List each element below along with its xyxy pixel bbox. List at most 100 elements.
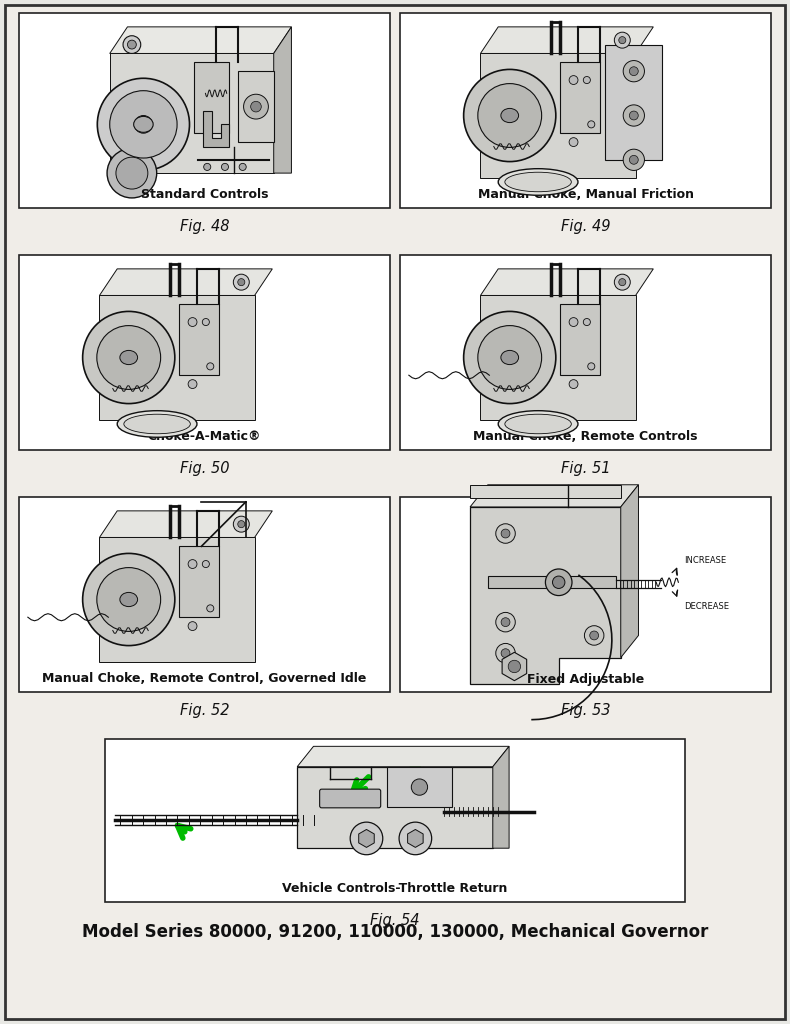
FancyBboxPatch shape	[320, 790, 381, 808]
Polygon shape	[110, 27, 292, 53]
Circle shape	[110, 91, 177, 158]
Bar	[400, 497, 771, 692]
Ellipse shape	[117, 411, 197, 437]
Circle shape	[97, 567, 160, 632]
Bar	[179, 547, 219, 617]
Circle shape	[464, 70, 556, 162]
Text: Fig. 53: Fig. 53	[561, 702, 610, 718]
Bar	[194, 62, 229, 133]
Bar	[19, 255, 390, 450]
Circle shape	[589, 631, 599, 640]
Text: INCREASE: INCREASE	[685, 556, 727, 564]
Ellipse shape	[498, 411, 578, 437]
Circle shape	[350, 822, 383, 855]
Bar	[400, 13, 771, 208]
Polygon shape	[297, 746, 509, 767]
Circle shape	[569, 76, 578, 84]
Text: FUEL: FUEL	[147, 421, 171, 430]
Text: Manual Choke, Manual Friction: Manual Choke, Manual Friction	[477, 188, 694, 202]
Circle shape	[188, 559, 197, 568]
Circle shape	[202, 560, 209, 567]
Circle shape	[238, 279, 245, 286]
Polygon shape	[493, 746, 509, 848]
Text: Fig. 48: Fig. 48	[180, 218, 229, 233]
Circle shape	[623, 60, 645, 82]
Circle shape	[545, 569, 572, 596]
Bar	[19, 497, 390, 692]
Text: FUEL: FUEL	[528, 179, 551, 188]
Ellipse shape	[501, 350, 518, 365]
Polygon shape	[502, 652, 527, 681]
Circle shape	[615, 32, 630, 48]
FancyBboxPatch shape	[100, 296, 254, 420]
Text: Model Series 80000, 91200, 110000, 130000, Mechanical Governor: Model Series 80000, 91200, 110000, 13000…	[82, 923, 708, 941]
Text: Fig. 54: Fig. 54	[371, 912, 419, 928]
Circle shape	[83, 311, 175, 403]
Bar	[179, 304, 219, 375]
Circle shape	[123, 36, 141, 53]
Ellipse shape	[120, 350, 137, 365]
FancyBboxPatch shape	[110, 53, 273, 173]
Circle shape	[585, 626, 604, 645]
Circle shape	[569, 317, 578, 327]
Bar	[400, 255, 771, 450]
Circle shape	[501, 617, 510, 627]
Circle shape	[239, 164, 246, 170]
Text: Fig. 52: Fig. 52	[180, 702, 229, 718]
Circle shape	[623, 150, 645, 170]
Polygon shape	[408, 829, 423, 848]
Circle shape	[233, 274, 250, 290]
Circle shape	[508, 660, 521, 673]
Circle shape	[615, 274, 630, 290]
Polygon shape	[273, 27, 292, 173]
Polygon shape	[100, 269, 273, 296]
FancyBboxPatch shape	[297, 767, 493, 848]
Circle shape	[630, 156, 638, 164]
Text: Choke-A-Matic®: Choke-A-Matic®	[148, 430, 261, 443]
Circle shape	[583, 77, 590, 84]
Text: Manual Choke, Remote Control, Governed Idle: Manual Choke, Remote Control, Governed I…	[43, 673, 367, 685]
Circle shape	[619, 279, 626, 286]
Ellipse shape	[505, 415, 571, 434]
Text: Fig. 50: Fig. 50	[180, 461, 229, 475]
Polygon shape	[203, 111, 229, 146]
Circle shape	[97, 78, 190, 170]
Circle shape	[569, 380, 578, 388]
Ellipse shape	[501, 109, 518, 123]
Ellipse shape	[120, 593, 137, 606]
Text: Fig. 49: Fig. 49	[561, 218, 610, 233]
Circle shape	[496, 523, 515, 544]
Circle shape	[588, 121, 595, 128]
Circle shape	[630, 111, 638, 120]
FancyBboxPatch shape	[604, 45, 662, 160]
Circle shape	[127, 40, 137, 49]
Circle shape	[250, 101, 261, 112]
Text: Fixed Adjustable: Fixed Adjustable	[527, 673, 644, 685]
Bar	[487, 577, 616, 589]
Ellipse shape	[498, 169, 578, 196]
Circle shape	[623, 104, 645, 126]
Circle shape	[501, 649, 510, 657]
Text: Manual Choke, Remote Controls: Manual Choke, Remote Controls	[473, 430, 698, 443]
Bar	[387, 767, 452, 808]
Circle shape	[569, 137, 578, 146]
Text: FUEL: FUEL	[528, 421, 551, 430]
Text: DECREASE: DECREASE	[685, 602, 730, 610]
Circle shape	[501, 529, 510, 538]
Polygon shape	[480, 269, 653, 296]
Circle shape	[630, 67, 638, 76]
Polygon shape	[480, 27, 653, 53]
Circle shape	[412, 779, 427, 796]
Bar	[560, 304, 600, 375]
Circle shape	[83, 553, 175, 645]
FancyBboxPatch shape	[480, 53, 636, 177]
Circle shape	[238, 520, 245, 527]
Circle shape	[243, 94, 269, 119]
Circle shape	[97, 326, 160, 389]
Circle shape	[233, 516, 250, 532]
Circle shape	[207, 362, 214, 370]
Circle shape	[496, 612, 515, 632]
Text: Fig. 51: Fig. 51	[561, 461, 610, 475]
Circle shape	[116, 157, 148, 189]
Polygon shape	[100, 511, 273, 538]
